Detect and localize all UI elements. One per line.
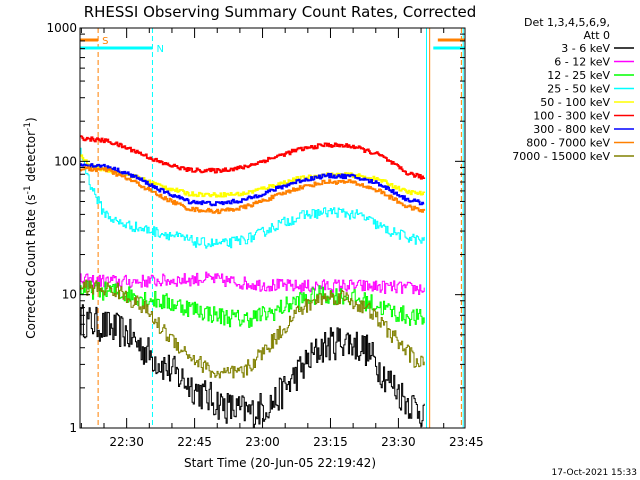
- legend-label-3: 25 - 50 keV: [547, 83, 610, 96]
- legend-label-2: 12 - 25 keV: [547, 69, 610, 82]
- series-line-8: [80, 279, 425, 379]
- chart-title: RHESSI Observing Summary Count Rates, Co…: [84, 3, 477, 21]
- legend-label-8: 7000 - 15000 keV: [512, 150, 610, 163]
- series-line-1: [80, 271, 425, 295]
- y-axis-label-sup2: -1: [23, 122, 33, 131]
- series-line-0: [80, 304, 425, 429]
- x-tick-label-1: 22:45: [177, 435, 212, 449]
- flag-label-2: N: [156, 44, 163, 55]
- legend-header-0: Det 1,3,4,5,6,9,: [524, 16, 610, 29]
- legend-header-1: Att 0: [584, 29, 610, 42]
- legend-label-4: 50 - 100 keV: [540, 96, 610, 109]
- y-axis-label-end: ): [24, 117, 38, 122]
- x-tick-label-5: 23:45: [449, 435, 484, 449]
- legend-label-1: 6 - 12 keV: [554, 56, 610, 69]
- x-tick-label-4: 23:30: [381, 435, 416, 449]
- y-axis-label: Corrected Count Rate (s-1 detector-1): [23, 117, 38, 338]
- x-tick-label-0: 22:30: [109, 435, 144, 449]
- series-line-6: [80, 163, 425, 207]
- footer-date: 17-Oct-2021 15:33: [552, 468, 637, 478]
- legend-label-5: 100 - 300 keV: [533, 110, 610, 123]
- flag-label-0: S: [102, 36, 108, 47]
- legend-label-6: 300 - 800 keV: [533, 123, 610, 136]
- x-tick-label-2: 23:00: [245, 435, 280, 449]
- plot-frame: [79, 27, 466, 429]
- y-axis-label-mid: detector: [24, 131, 38, 186]
- axis-ticks: 1 10 100 1000 22:30 22:45 23:00 23:15 23:30 23:45: [46, 21, 483, 449]
- y-tick-label-1: 10: [62, 288, 77, 302]
- series-line-5: [80, 135, 426, 180]
- plot-area: SN: [80, 28, 465, 429]
- y-axis-label-main: Corrected Count Rate (s: [24, 194, 38, 338]
- y-tick-label-3: 1000: [46, 21, 77, 35]
- series-line-3: [80, 147, 425, 249]
- y-tick-label-2: 100: [54, 154, 77, 168]
- x-tick-label-3: 23:15: [313, 435, 348, 449]
- series-line-7: [80, 166, 426, 215]
- y-tick-label-0: 1: [69, 421, 77, 435]
- legend-label-0: 3 - 6 keV: [561, 42, 610, 55]
- legend-label-7: 800 - 7000 keV: [526, 137, 610, 150]
- x-axis-label: Start Time (20-Jun-05 22:19:42): [184, 456, 376, 470]
- series-line-2: [80, 280, 425, 328]
- y-axis-label-sup1: -1: [23, 185, 33, 194]
